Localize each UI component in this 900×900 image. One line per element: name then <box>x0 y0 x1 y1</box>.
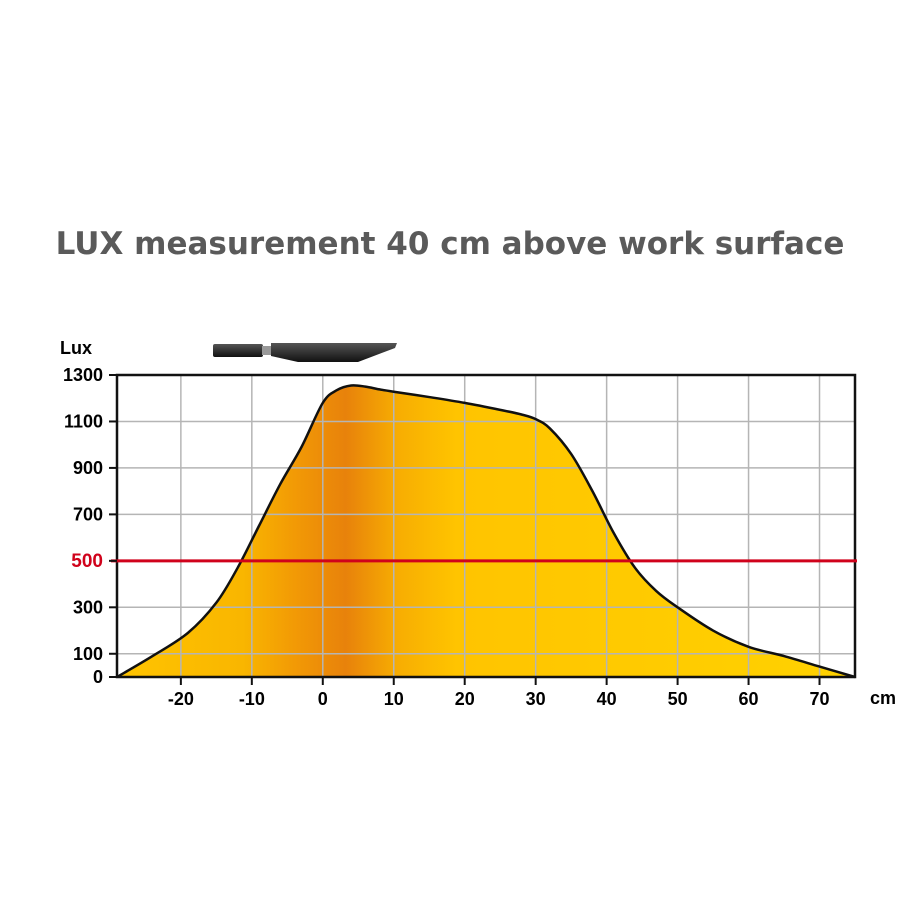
y-tick-label: 500 <box>71 551 103 572</box>
x-tick-label: 0 <box>318 689 328 709</box>
x-tick-label: -20 <box>168 689 194 709</box>
x-tick-label: -10 <box>239 689 265 709</box>
y-tick-label: 0 <box>93 667 103 687</box>
x-tick-label: 30 <box>526 689 546 709</box>
y-tick-label: 900 <box>73 458 103 478</box>
y-tick-label: 300 <box>73 597 103 617</box>
plot-area: 0 100 300 500 700 900 1100 1300 -20 -10 0 10 20 30 40 5… <box>63 365 857 709</box>
y-tick-label: 1100 <box>64 411 103 431</box>
x-tick-label: 70 <box>810 689 830 709</box>
y-axis-title: Lux <box>60 338 92 358</box>
series-area <box>117 385 855 677</box>
x-axis-title: cm <box>870 688 896 708</box>
x-tick-label: 40 <box>597 689 617 709</box>
x-tick-label: 50 <box>668 689 688 709</box>
chart-title: LUX measurement 40 cm above work surface <box>55 226 845 262</box>
x-tick-label: 20 <box>455 689 475 709</box>
y-tick-label: 1300 <box>63 365 103 385</box>
y-tick-label: 100 <box>73 644 103 664</box>
desk-lamp-head-icon <box>213 343 397 362</box>
x-tick-label: 10 <box>384 689 404 709</box>
x-tick-label: 60 <box>739 689 759 709</box>
series-outline <box>116 384 856 679</box>
y-tick-label: 700 <box>73 504 103 524</box>
plot-frame <box>115 373 857 679</box>
